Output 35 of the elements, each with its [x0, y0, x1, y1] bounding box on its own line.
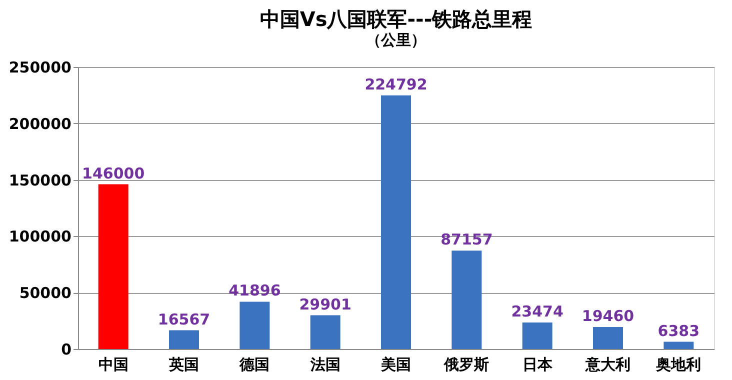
x-tick-label: 中国	[98, 356, 128, 374]
bar	[593, 327, 623, 349]
x-tick-label: 俄罗斯	[443, 356, 490, 374]
y-tick-label: 0	[61, 340, 72, 358]
data-label: 224792	[364, 75, 428, 94]
data-label: 146000	[82, 164, 145, 182]
bar	[664, 342, 694, 349]
x-tick-label: 奥地利	[655, 356, 702, 374]
data-label: 16567	[158, 310, 210, 328]
y-tick-label: 50000	[19, 284, 72, 302]
x-tick-label: 意大利	[584, 356, 630, 374]
bar	[240, 302, 270, 349]
y-tick-label: 150000	[8, 171, 72, 190]
bar	[452, 250, 482, 349]
bar	[169, 330, 199, 349]
bar	[381, 95, 411, 349]
x-tick-label: 法国	[309, 356, 340, 374]
bar	[98, 184, 128, 349]
x-tick-label: 德国	[238, 356, 270, 374]
data-label: 87157	[440, 230, 493, 249]
data-label: 19460	[582, 307, 634, 326]
x-tick-label: 日本	[522, 356, 554, 374]
y-tick-label: 200000	[8, 114, 72, 133]
bar	[310, 315, 340, 349]
data-label: 23474	[511, 302, 564, 321]
data-label: 6383	[658, 322, 700, 340]
chart-subtitle: （公里）	[366, 31, 426, 49]
data-label: 41896	[228, 282, 281, 300]
x-tick-label: 美国	[380, 356, 411, 374]
chart-title: 中国Vs八国联军---铁路总里程	[260, 7, 532, 31]
bar	[522, 322, 552, 349]
y-tick-label: 100000	[8, 228, 72, 246]
x-tick-label: 英国	[168, 356, 199, 374]
y-tick-label: 250000	[8, 58, 72, 76]
data-label: 29901	[299, 295, 352, 314]
